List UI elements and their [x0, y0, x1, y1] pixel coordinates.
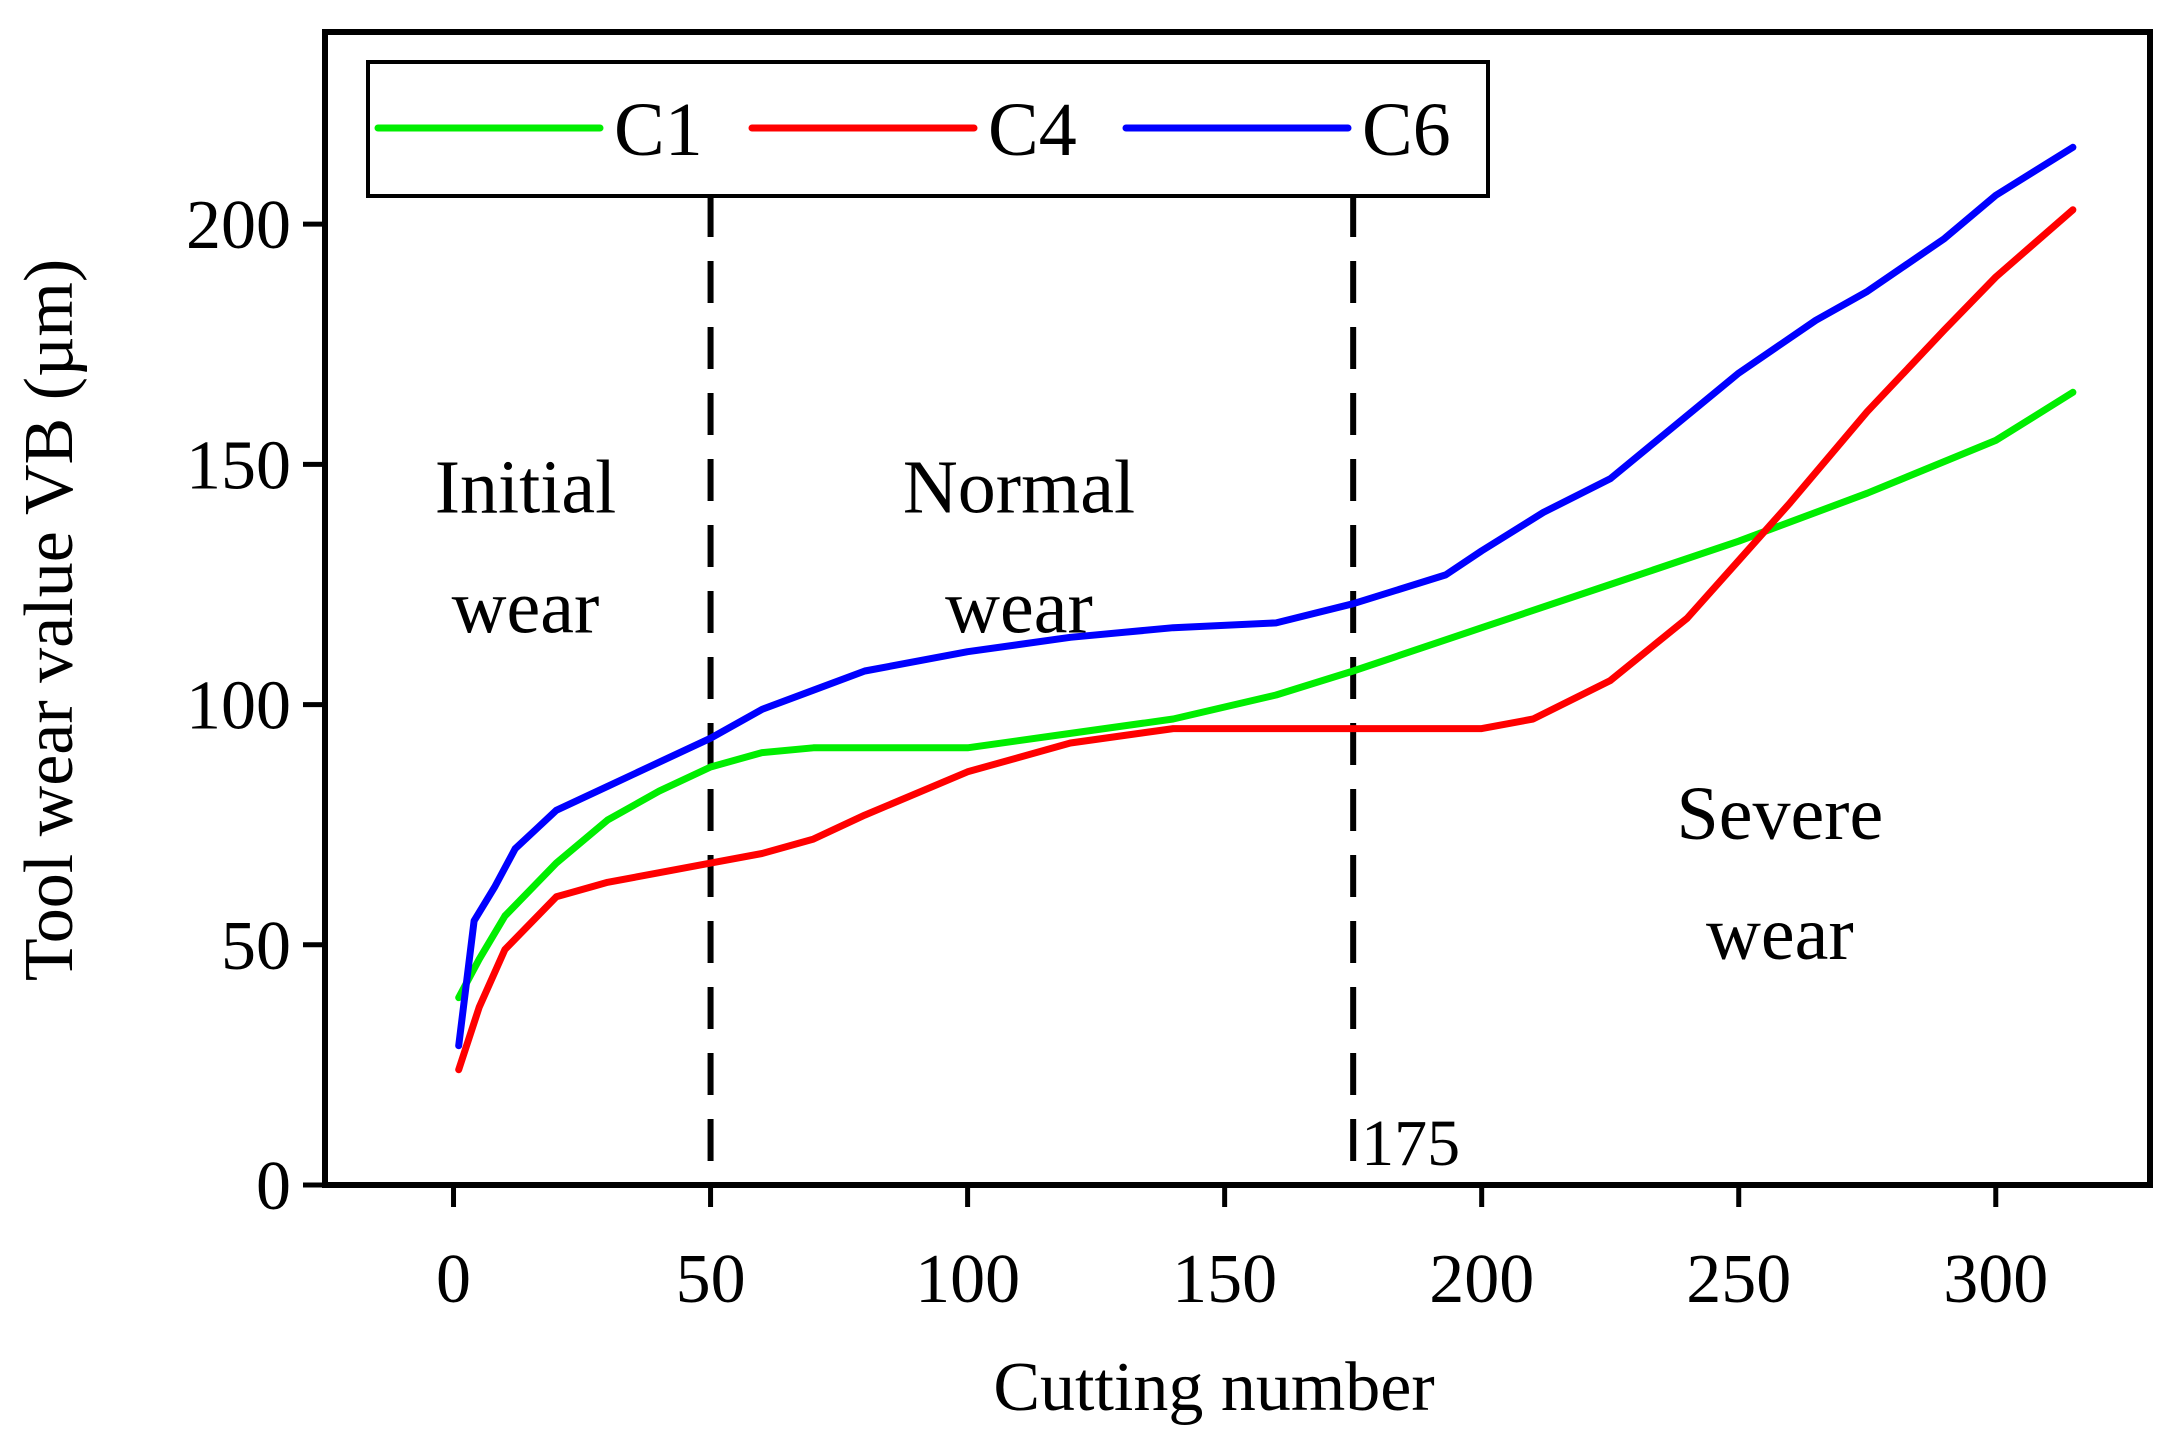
axes: 0 50 100 150 200 250 300 0 50 100 150 200 [186, 29, 2153, 1318]
x-tick-label: 50 [676, 1241, 746, 1318]
annotation-normal-line-2: wear [945, 565, 1093, 649]
x-tick-label: 200 [1429, 1241, 1534, 1318]
y-tick-label: 200 [186, 187, 291, 264]
series-line-c1 [455, 388, 2077, 1002]
series-line-c4 [455, 206, 2077, 1074]
legend-label-c4: C4 [988, 88, 1077, 172]
x-tick-label: 0 [436, 1241, 471, 1318]
y-tick-label: 100 [186, 668, 291, 745]
annotation-severe-line-2: wear [1706, 892, 1854, 976]
x-axis-title: Cutting number [993, 1349, 1434, 1426]
y-axis-title: Tool wear value VB (µm) [11, 259, 88, 981]
y-tick-label: 150 [186, 427, 291, 504]
phase-divider-lines: 175 [707, 195, 1460, 1185]
annotation-severe-line-1: Severe [1676, 772, 1883, 856]
series-lines [455, 143, 2077, 1074]
series-line-c6 [455, 143, 2077, 1050]
phase-annotations: Initial wear Normal wear Severe wear [435, 445, 1884, 976]
annotation-initial-line-2: wear [452, 565, 600, 649]
x-tick-label: 250 [1686, 1241, 1791, 1318]
x-tick-label: 150 [1172, 1241, 1277, 1318]
legend: C1 C4 C6 [366, 60, 1490, 198]
y-tick-label: 50 [221, 908, 291, 985]
annotation-initial-line-1: Initial [435, 445, 617, 529]
legend-label-c1: C1 [614, 88, 703, 172]
legend-label-c6: C6 [1362, 88, 1451, 172]
x-tick-label: 300 [1943, 1241, 2048, 1318]
x-tick-label: 100 [915, 1241, 1020, 1318]
plot-frame [322, 29, 2153, 1188]
divider-label: 175 [1361, 1107, 1460, 1180]
annotation-normal-line-1: Normal [903, 445, 1135, 529]
y-tick-label: 0 [256, 1148, 291, 1225]
